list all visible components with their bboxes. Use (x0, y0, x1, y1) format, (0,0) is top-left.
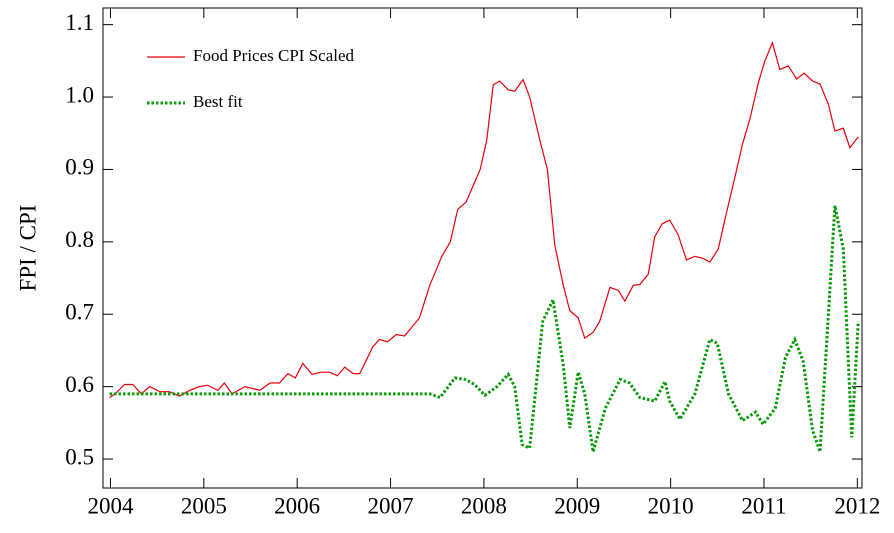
x-tick-label: 2004 (87, 493, 134, 518)
x-tick-label: 2010 (648, 493, 694, 518)
y-tick-label: 0.7 (65, 300, 94, 325)
y-tick-label: 0.9 (65, 155, 94, 180)
x-tick-label: 2011 (741, 493, 786, 518)
series-line (109, 205, 860, 453)
x-tick-label: 2009 (554, 493, 600, 518)
y-tick-label: 0.8 (65, 227, 94, 252)
x-tick-label: 2005 (181, 493, 227, 518)
legend-label: Food Prices CPI Scaled (193, 46, 355, 65)
y-tick-label: 1.0 (65, 82, 94, 107)
x-tick-label: 2006 (274, 493, 320, 518)
x-tick-label: 2012 (834, 493, 880, 518)
legend-label: Best fit (193, 92, 243, 111)
x-tick-label: 2008 (461, 493, 507, 518)
x-tick-label: 2007 (368, 493, 414, 518)
y-tick-label: 0.6 (65, 372, 94, 397)
y-axis-label: FPI / CPI (15, 205, 40, 292)
y-tick-label: 0.5 (65, 444, 94, 469)
plot-frame (102, 7, 863, 489)
series-line (109, 40, 859, 399)
y-tick-label: 1.1 (65, 10, 94, 35)
